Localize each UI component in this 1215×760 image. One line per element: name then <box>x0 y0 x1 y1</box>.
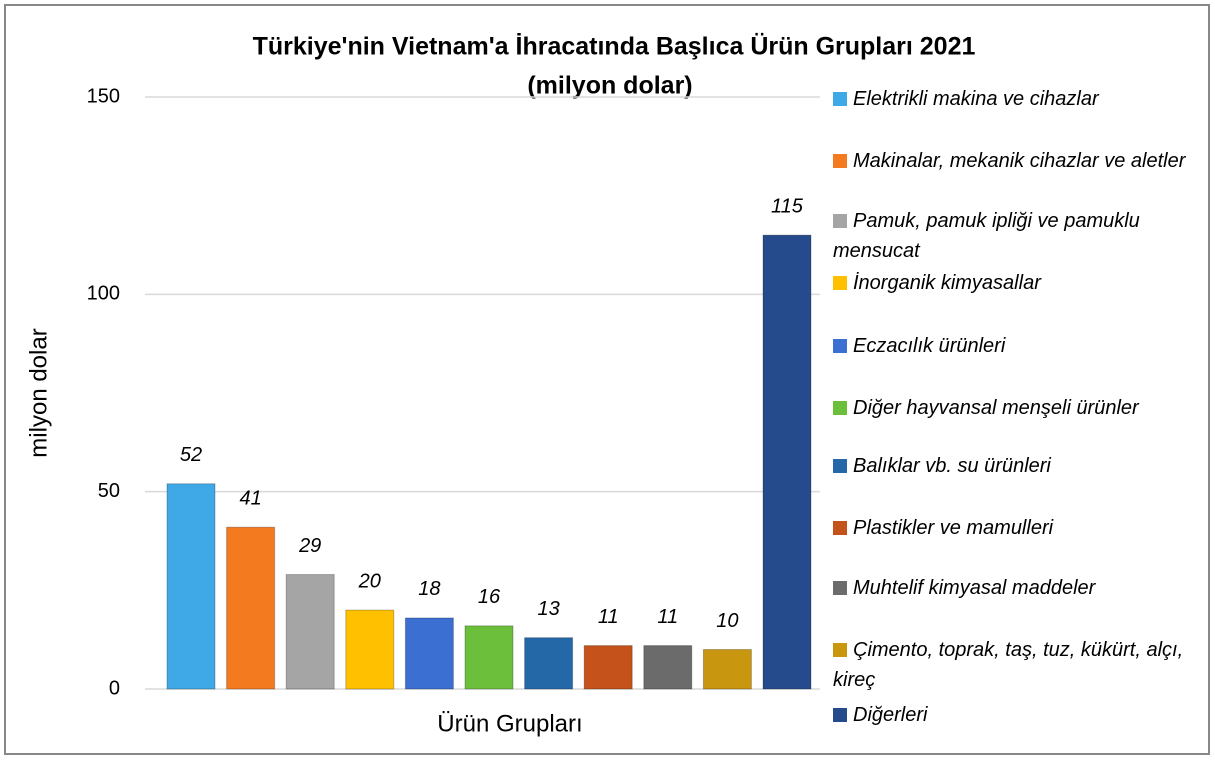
bar <box>702 649 752 690</box>
legend-item: Diğer hayvansal menşeli ürünler <box>833 393 1208 423</box>
data-label: 11 <box>598 606 619 628</box>
data-label: 18 <box>418 578 440 600</box>
legend-item: İnorganik kimyasallar <box>833 268 1208 298</box>
data-label: 29 <box>298 535 321 557</box>
bar <box>524 637 574 690</box>
border <box>4 4 1210 755</box>
legend-swatch <box>833 92 847 106</box>
legend-label: Plastikler ve mamulleri <box>853 517 1054 539</box>
bar <box>285 574 335 690</box>
data-label: 11 <box>657 606 678 628</box>
data-label: 16 <box>478 586 501 608</box>
legend-label: Muhtelif kimyasal maddeler <box>853 577 1096 599</box>
legend-item: Plastikler ve mamulleri <box>833 513 1208 543</box>
legend-swatch <box>833 154 847 168</box>
legend-swatch <box>833 459 847 473</box>
legend-swatch <box>833 401 847 415</box>
legend-label: Elektrikli makina ve cihazlar <box>853 88 1099 110</box>
legend-item: Balıklar vb. su ürünleri <box>833 451 1208 481</box>
legend-label: Çimento, toprak, taş, tuz, kükürt, alçı,… <box>833 639 1184 691</box>
legend-item: Pamuk, pamuk ipliği ve pamuklu mensucat <box>833 206 1208 266</box>
legend-swatch <box>833 214 847 228</box>
chart-title: Türkiye'nin Vietnam'a İhracatında Başlıc… <box>253 32 976 61</box>
bar <box>464 625 514 690</box>
data-label: 41 <box>239 487 261 509</box>
chart-subtitle: (milyon dolar) <box>527 72 692 100</box>
bar <box>166 483 216 690</box>
data-label: 115 <box>771 195 804 217</box>
data-label: 52 <box>180 444 202 466</box>
y-tick-label: 50 <box>98 480 120 502</box>
data-label: 13 <box>537 598 559 620</box>
bar <box>643 645 693 690</box>
bar <box>583 645 633 690</box>
data-label: 20 <box>358 570 381 592</box>
y-axis-label: milyon dolar <box>25 328 52 457</box>
legend-swatch <box>833 708 847 722</box>
legend-label: Diğer hayvansal menşeli ürünler <box>853 397 1139 419</box>
legend-label: Makinalar, mekanik cihazlar ve aletler <box>853 150 1186 172</box>
legend-item: Elektrikli makina ve cihazlar <box>833 84 1208 114</box>
bar <box>762 234 812 690</box>
legend-item: Muhtelif kimyasal maddeler <box>833 573 1208 603</box>
bar <box>226 526 276 690</box>
data-label: 10 <box>716 610 738 632</box>
y-tick-label: 150 <box>87 85 120 107</box>
legend-swatch <box>833 339 847 353</box>
legend-label: Diğerleri <box>853 704 928 726</box>
bar <box>345 609 395 690</box>
legend-label: İnorganik kimyasallar <box>853 272 1041 294</box>
x-axis-label: Ürün Grupları <box>437 710 582 737</box>
legend-swatch <box>833 521 847 535</box>
legend-item: Diğerleri <box>833 700 1208 730</box>
legend-label: Pamuk, pamuk ipliği ve pamuklu mensucat <box>833 210 1140 262</box>
legend-item: Makinalar, mekanik cihazlar ve aletler <box>833 146 1208 176</box>
legend-label: Eczacılık ürünleri <box>853 335 1006 357</box>
legend-item: Eczacılık ürünleri <box>833 331 1208 361</box>
y-tick-label: 0 <box>109 677 120 699</box>
legend-swatch <box>833 643 847 657</box>
legend-item: Çimento, toprak, taş, tuz, kükürt, alçı,… <box>833 635 1208 695</box>
legend-swatch <box>833 581 847 595</box>
bar <box>404 617 454 690</box>
legend-label: Balıklar vb. su ürünleri <box>853 455 1051 477</box>
y-tick-label: 100 <box>87 283 120 305</box>
legend-swatch <box>833 276 847 290</box>
